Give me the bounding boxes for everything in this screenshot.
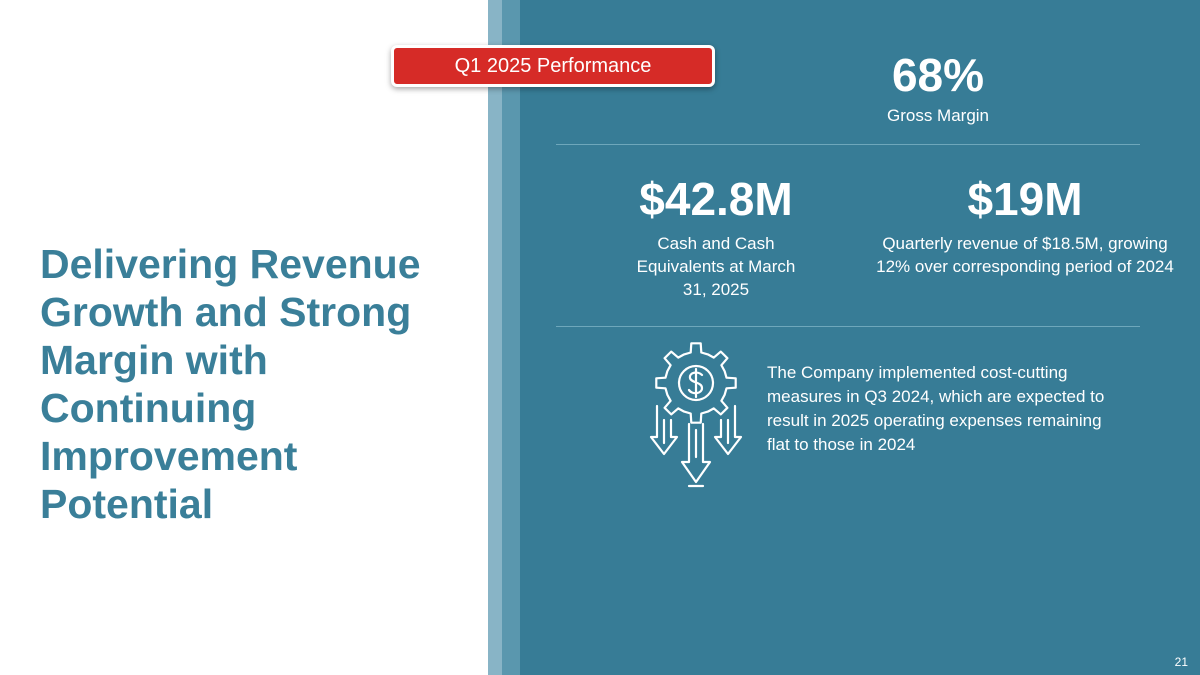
revenue-value: $19M bbox=[967, 173, 1083, 225]
gross-margin-label: Gross Margin bbox=[886, 106, 990, 125]
revenue-label: Quarterly revenue of $18.5M, growing 12%… bbox=[876, 234, 1174, 276]
cash-value: $42.8M bbox=[639, 173, 793, 225]
performance-banner: Q1 2025 Performance bbox=[391, 45, 715, 87]
left-panel: Delivering Revenue Growth and Strong Mar… bbox=[0, 0, 488, 675]
divider-top bbox=[556, 144, 1140, 145]
slide-headline: Delivering Revenue Growth and Strong Mar… bbox=[40, 241, 421, 527]
metrics-panel bbox=[520, 0, 1200, 675]
divider-bottom bbox=[556, 326, 1140, 327]
cash-label: Cash and Cash Equivalents at March 31, 2… bbox=[636, 234, 796, 299]
gear-dollar-down-arrows-icon bbox=[640, 340, 752, 490]
accent-stripe-light bbox=[488, 0, 502, 675]
page-number: 21 bbox=[1174, 655, 1188, 669]
cost-cutting-note: The Company implemented cost-cutting mea… bbox=[767, 363, 1105, 454]
gross-margin-value: 68% bbox=[891, 49, 985, 101]
accent-stripe-mid bbox=[502, 0, 520, 675]
